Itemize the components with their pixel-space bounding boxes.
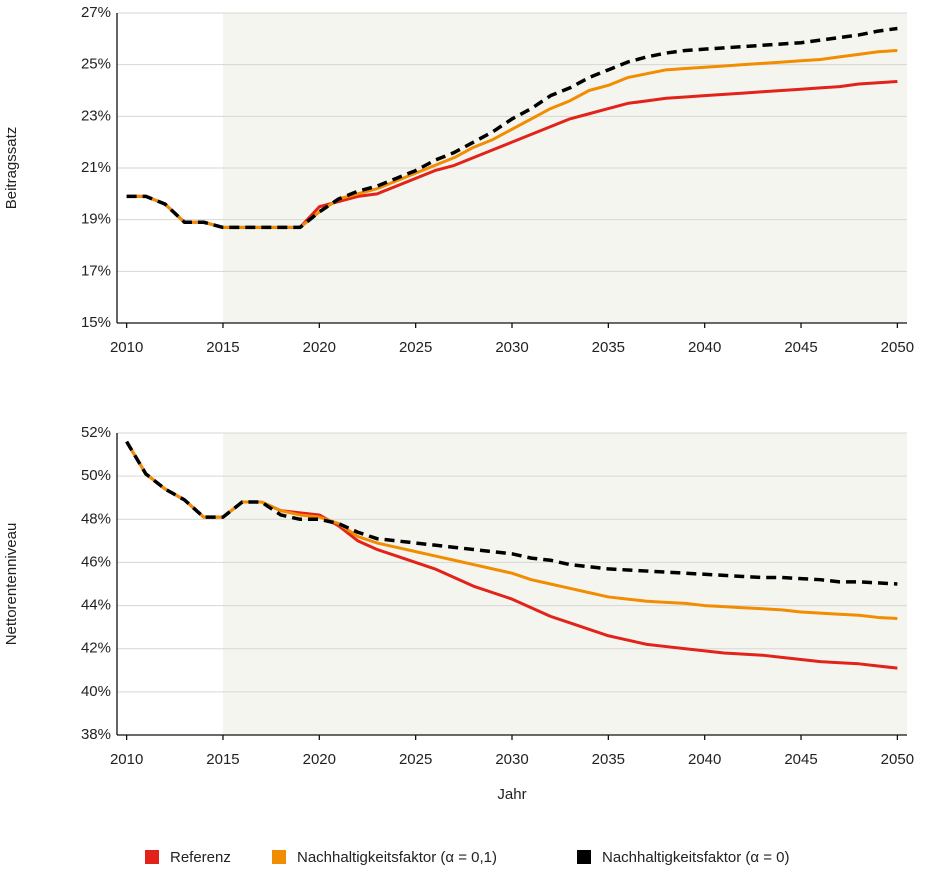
x-tick-label: 2040 (688, 339, 721, 356)
series-line (125, 440, 898, 586)
y-tick-label: 19% (81, 211, 111, 228)
legend-label: Referenz (170, 849, 231, 866)
x-tick-label: 2030 (495, 751, 528, 768)
x-tick-label: 2025 (399, 339, 432, 356)
y-tick-label: 38% (81, 726, 111, 743)
y-tick-label: 50% (81, 467, 111, 484)
y-axis-label: Beitragssatz (3, 127, 20, 210)
y-axis-label: Nettorentenniveau (3, 523, 20, 646)
x-tick-label: 2010 (110, 339, 143, 356)
y-tick-label: 17% (81, 262, 111, 279)
x-tick-label: 2010 (110, 751, 143, 768)
y-tick-label: 40% (81, 683, 111, 700)
x-tick-label: 2050 (881, 339, 914, 356)
y-tick-label: 44% (81, 597, 111, 614)
x-tick-label: 2025 (399, 751, 432, 768)
y-tick-label: 52% (81, 424, 111, 441)
y-tick-label: 21% (81, 159, 111, 176)
legend-label: Nachhaltigkeitsfaktor (α = 0,1) (297, 849, 497, 866)
x-tick-label: 2035 (592, 751, 625, 768)
x-tick-label: 2015 (206, 339, 239, 356)
x-tick-label: 2015 (206, 751, 239, 768)
legend-item: Referenz (145, 849, 231, 866)
legend-label: Nachhaltigkeitsfaktor (α = 0) (602, 849, 790, 866)
projection-region (222, 433, 908, 735)
x-tick-label: 2045 (784, 339, 817, 356)
legend-item: Nachhaltigkeitsfaktor (α = 0) (577, 849, 790, 866)
x-tick-label: 2045 (784, 751, 817, 768)
x-tick-label: 2040 (688, 751, 721, 768)
y-tick-label: 48% (81, 510, 111, 527)
y-tick-label: 15% (81, 314, 111, 331)
series-line (126, 26, 898, 230)
x-tick-label: 2035 (592, 339, 625, 356)
legend-swatch (145, 850, 159, 864)
x-tick-label: 2050 (881, 751, 914, 768)
y-tick-label: 25% (81, 56, 111, 73)
legend-swatch (577, 850, 591, 864)
legend-item: Nachhaltigkeitsfaktor (α = 0,1) (272, 849, 497, 866)
y-tick-label: 46% (81, 553, 111, 570)
y-tick-label: 27% (81, 4, 111, 21)
y-tick-label: 42% (81, 640, 111, 657)
x-tick-label: 2030 (495, 339, 528, 356)
y-tick-label: 23% (81, 107, 111, 124)
x-tick-label: 2020 (303, 339, 336, 356)
x-axis-label: Jahr (497, 786, 526, 803)
legend-swatch (272, 850, 286, 864)
x-tick-label: 2020 (303, 751, 336, 768)
